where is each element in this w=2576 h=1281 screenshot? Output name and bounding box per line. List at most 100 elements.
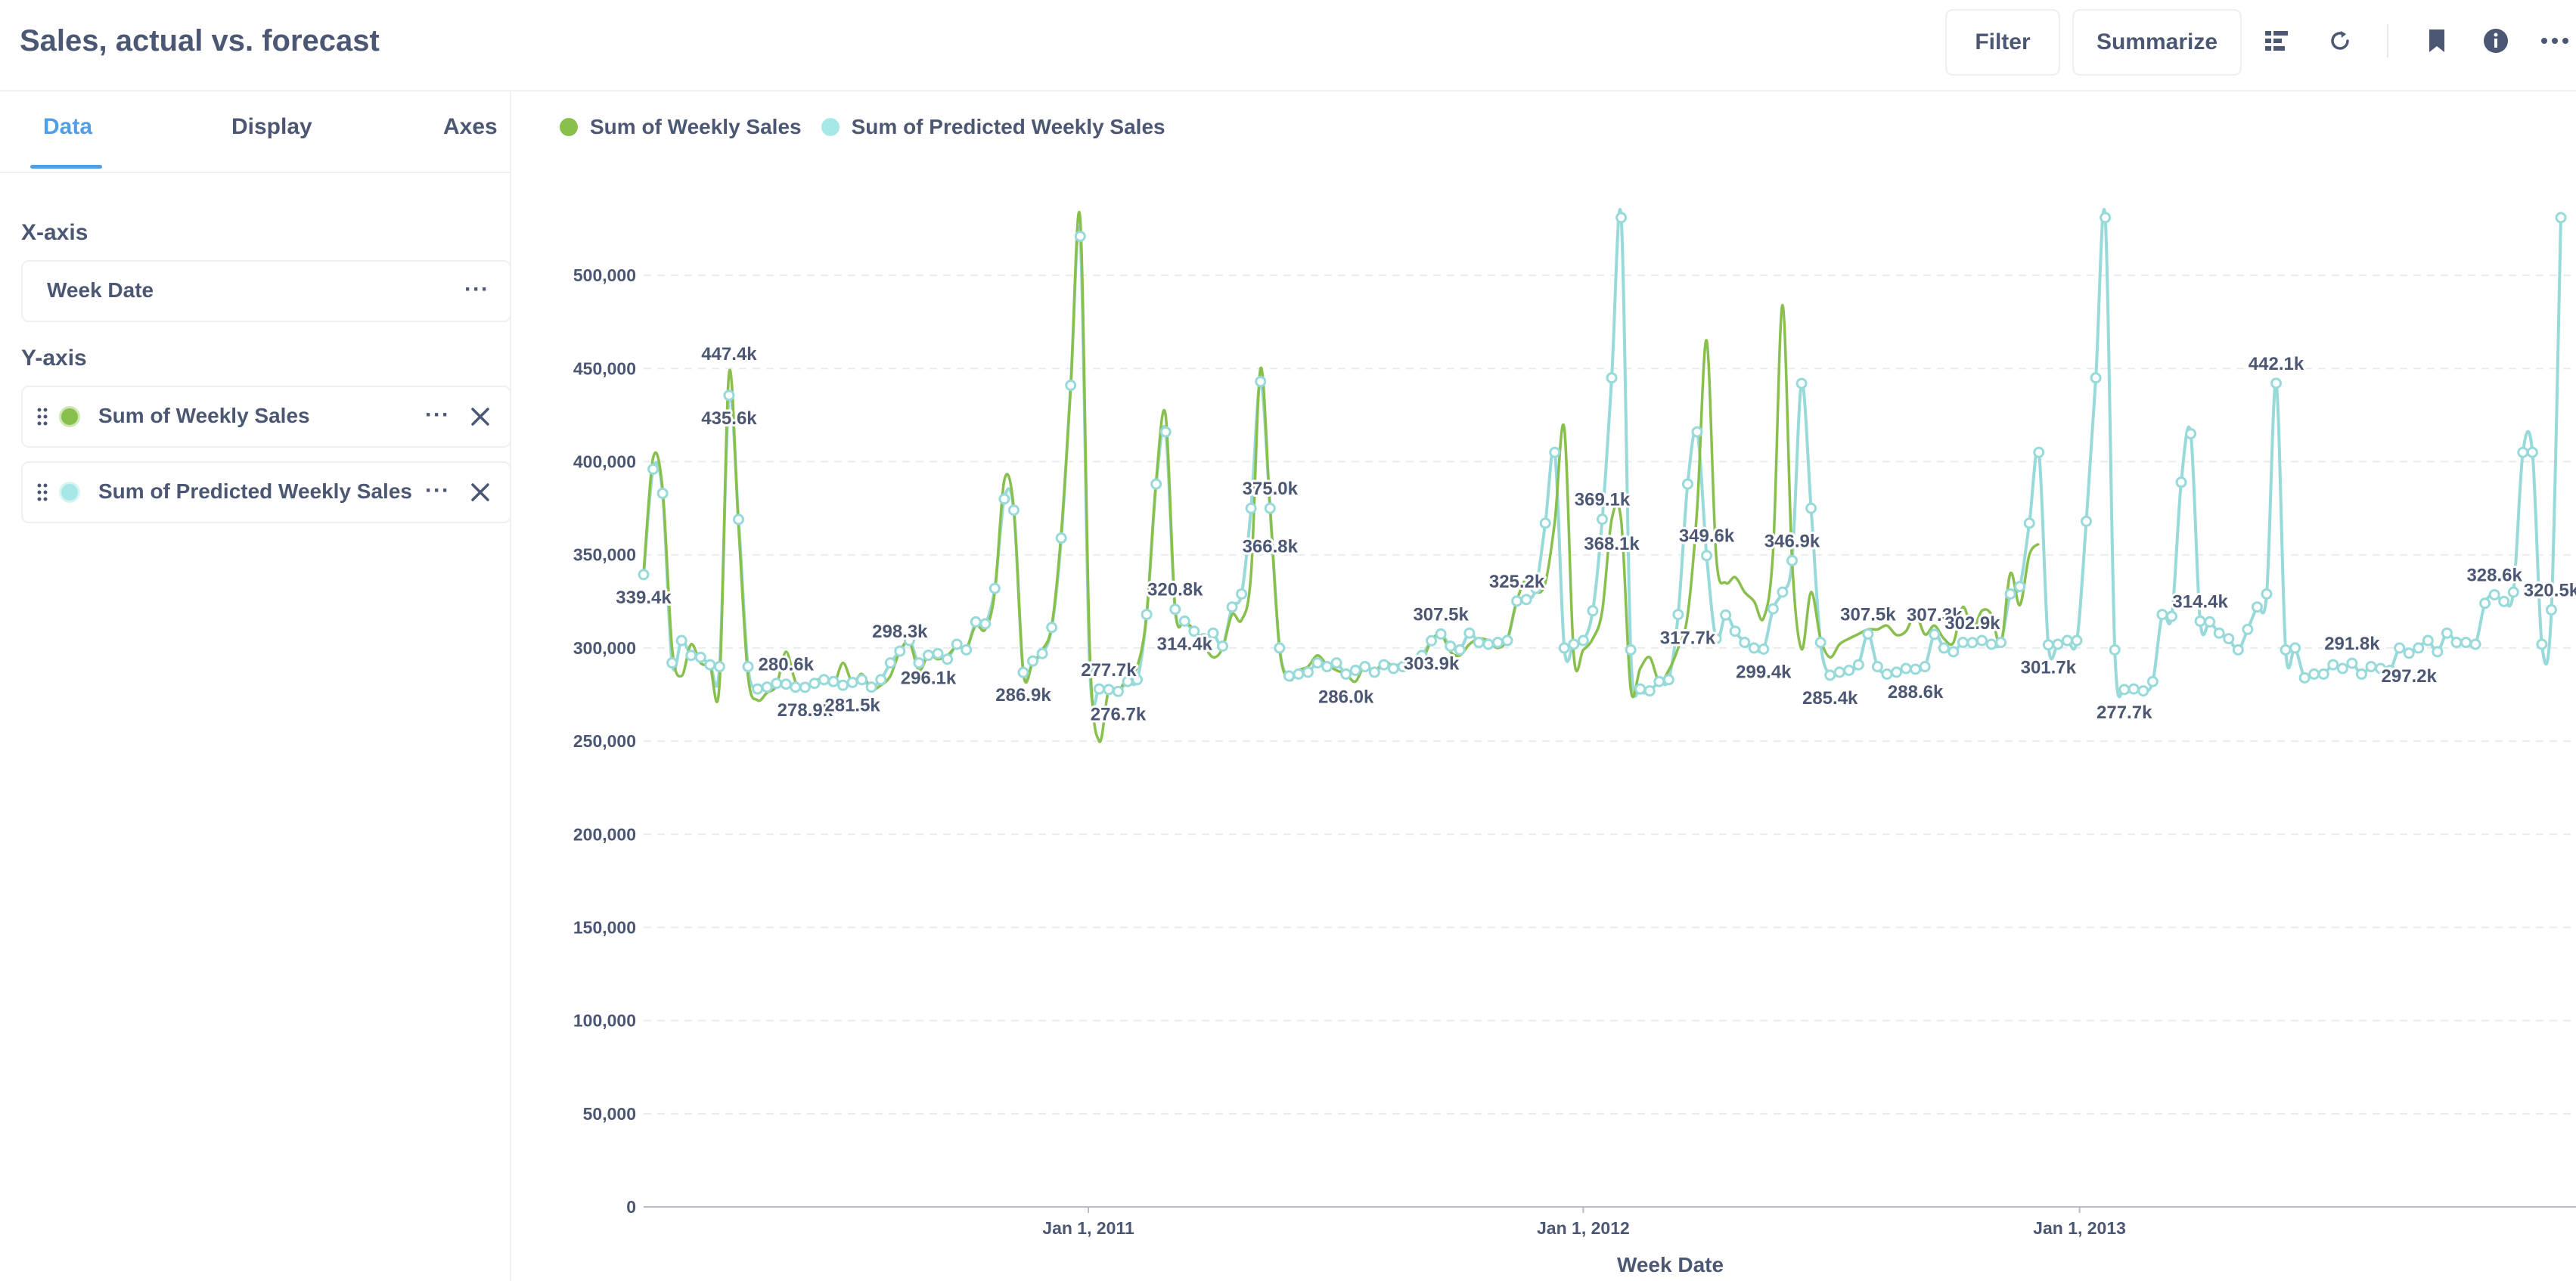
- legend-item-predicted-sales[interactable]: Sum of Predicted Weekly Sales: [821, 115, 1165, 139]
- header-bar: Sales, actual vs. forecast Filter Summar…: [0, 0, 2576, 92]
- predicted-sales-point: [1027, 655, 1039, 667]
- predicted-sales-point: [1397, 661, 1409, 673]
- predicted-sales-point: [1597, 513, 1608, 526]
- predicted-sales-point: [2251, 601, 2263, 613]
- predicted-sales-point: [2261, 588, 2273, 600]
- legend-swatch: [560, 118, 578, 136]
- remove-field-icon[interactable]: [469, 405, 492, 432]
- predicted-sales-point: [2146, 675, 2159, 687]
- view-mode-icon[interactable]: [2255, 20, 2298, 62]
- predicted-sales-point: [2317, 668, 2329, 680]
- predicted-sales-point: [694, 651, 706, 663]
- predicted-sales-point: [970, 616, 982, 628]
- predicted-sales-point: [1426, 634, 1438, 647]
- predicted-sales-point: [2185, 428, 2197, 440]
- active-tab-indicator: [30, 165, 102, 169]
- predicted-sales-point: [2052, 638, 2064, 650]
- y-axis-field-more-icon[interactable]: ···: [425, 402, 450, 427]
- predicted-sales-point: [1236, 588, 1248, 600]
- predicted-sales-point: [1131, 674, 1144, 686]
- predicted-sales-point: [799, 681, 811, 693]
- predicted-sales-point: [1445, 640, 1457, 652]
- predicted-sales-point: [961, 644, 973, 656]
- predicted-sales-point: [761, 681, 773, 693]
- predicted-sales-point: [2441, 627, 2453, 639]
- summarize-button[interactable]: Summarize: [2072, 9, 2242, 76]
- info-icon[interactable]: [2475, 20, 2517, 62]
- tab-display[interactable]: Display: [231, 114, 312, 139]
- predicted-sales-point: [865, 681, 877, 693]
- predicted-sales-point: [1036, 647, 1048, 659]
- tab-axes[interactable]: Axes: [443, 114, 498, 139]
- predicted-sales-point: [2033, 446, 2045, 458]
- y-axis-field-weekly-sales[interactable]: Sum of Weekly Sales ···: [21, 386, 511, 448]
- tab-data[interactable]: Data: [43, 114, 93, 139]
- predicted-sales-point: [2270, 377, 2283, 389]
- predicted-sales-point: [1767, 603, 1779, 615]
- predicted-sales-point: [1720, 609, 1732, 621]
- x-axis-label: X-axis: [21, 220, 88, 245]
- predicted-sales-point: [1862, 628, 1874, 640]
- predicted-sales-point: [989, 582, 1001, 594]
- drag-handle-icon[interactable]: [36, 482, 48, 506]
- predicted-sales-point: [856, 674, 868, 686]
- more-menu-icon[interactable]: [2534, 20, 2576, 62]
- predicted-sales-point: [1520, 594, 1532, 606]
- predicted-sales-point: [1112, 685, 1124, 697]
- legend-item-weekly-sales[interactable]: Sum of Weekly Sales: [560, 115, 802, 139]
- data-label: 317.7k: [1660, 628, 1716, 648]
- settings-sidebar: Data Display Axes X-axis Week Date ··· Y…: [0, 92, 511, 1281]
- predicted-sales-point: [1871, 661, 1883, 673]
- x-axis-field[interactable]: Week Date ···: [21, 260, 511, 322]
- predicted-sales-point: [2488, 588, 2500, 600]
- refresh-icon[interactable]: [2319, 20, 2361, 62]
- predicted-sales-point: [1587, 605, 1599, 617]
- predicted-sales-point: [1966, 637, 1979, 649]
- predicted-sales-point: [1795, 377, 1808, 389]
- predicted-sales-point: [2384, 664, 2396, 676]
- predicted-sales-point: [1217, 640, 1229, 652]
- predicted-sales-point: [771, 678, 783, 690]
- predicted-sales-point: [903, 634, 915, 647]
- predicted-sales-point: [1084, 661, 1096, 673]
- remove-field-icon[interactable]: [469, 481, 492, 507]
- series-color-swatch[interactable]: [59, 482, 80, 503]
- predicted-sales-point: [884, 657, 896, 669]
- predicted-sales-point: [1359, 661, 1371, 673]
- predicted-sales-point: [932, 647, 944, 659]
- predicted-sales-point: [1900, 662, 1912, 675]
- predicted-sales-point: [2137, 685, 2149, 697]
- predicted-sales-point: [1634, 683, 1646, 695]
- y-axis-field-more-icon[interactable]: ···: [425, 478, 450, 503]
- data-label: 435.6k: [701, 408, 757, 429]
- bookmark-icon[interactable]: [2416, 20, 2458, 62]
- predicted-sales-point: [1539, 517, 1551, 529]
- predicted-sales-point: [1007, 504, 1020, 516]
- data-label: 375.0k: [1243, 479, 1299, 499]
- predicted-sales-line: [642, 208, 2562, 708]
- predicted-sales-point: [2498, 595, 2510, 607]
- predicted-sales-point: [1245, 502, 1257, 514]
- predicted-sales-point: [1852, 659, 1864, 671]
- data-label: 298.3k: [872, 622, 928, 642]
- predicted-sales-point: [1074, 230, 1086, 242]
- predicted-sales-point: [704, 659, 716, 671]
- x-axis-field-more-icon[interactable]: ···: [464, 277, 489, 302]
- x-tick-label: Jan 1, 2013: [2033, 1218, 2126, 1238]
- y-axis-field-predicted-sales[interactable]: Sum of Predicted Weekly Sales ···: [21, 461, 511, 523]
- predicted-sales-point: [2394, 642, 2406, 654]
- predicted-sales-point: [2346, 657, 2358, 669]
- predicted-sales-point: [1207, 627, 1219, 639]
- data-label: 346.9k: [1764, 531, 1820, 551]
- data-label: 349.6k: [1679, 526, 1735, 547]
- series-color-swatch[interactable]: [59, 406, 80, 427]
- predicted-sales-point: [666, 657, 678, 669]
- filter-button[interactable]: Filter: [1945, 9, 2060, 76]
- predicted-sales-point: [922, 650, 934, 662]
- predicted-sales-point: [2194, 615, 2206, 627]
- predicted-sales-point: [1197, 633, 1209, 645]
- predicted-sales-point: [1188, 625, 1200, 637]
- drag-handle-icon[interactable]: [36, 407, 48, 430]
- predicted-sales-point: [656, 487, 669, 499]
- predicted-sales-point: [2042, 639, 2054, 651]
